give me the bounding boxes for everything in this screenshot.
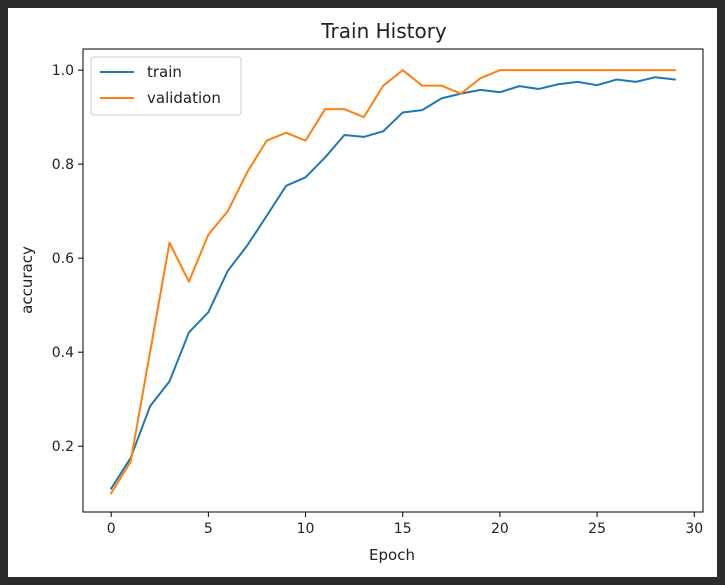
legend: train validation — [90, 56, 242, 116]
x-tick-label: 20 — [491, 521, 509, 537]
axis-ticks: 0 5 10 15 20 25 30 0.2 0.4 0.6 0.8 1.0 — [52, 63, 703, 537]
legend-label-train: train — [147, 63, 182, 81]
series-lines — [109, 69, 676, 495]
x-tick-label: 15 — [394, 521, 412, 537]
y-tick-label: 0.2 — [52, 439, 74, 455]
y-tick-label: 1.0 — [52, 63, 74, 79]
x-tick-label: 0 — [107, 521, 116, 537]
line-chart: Train History 0 5 10 15 20 25 30 0.2 0.4 0.6 0.8 1.… — [18, 19, 704, 564]
chart-title: Train History — [320, 19, 447, 43]
axes-frame — [82, 48, 704, 513]
x-tick-label: 30 — [685, 521, 703, 537]
series-line-validation — [109, 69, 676, 495]
y-tick-label: 0.8 — [52, 157, 74, 173]
series-line-train — [109, 76, 676, 490]
x-axis-label: Epoch — [369, 546, 415, 564]
legend-label-validation: validation — [147, 89, 221, 107]
y-axis-label: accuracy — [18, 246, 36, 314]
y-tick-label: 0.6 — [52, 251, 74, 267]
y-tick-label: 0.4 — [52, 345, 74, 361]
chart-figure: Train History 0 5 10 15 20 25 30 0.2 0.4 0.6 0.8 1.… — [8, 8, 717, 577]
x-tick-label: 5 — [204, 521, 213, 537]
x-tick-label: 10 — [297, 521, 315, 537]
x-tick-label: 25 — [588, 521, 606, 537]
